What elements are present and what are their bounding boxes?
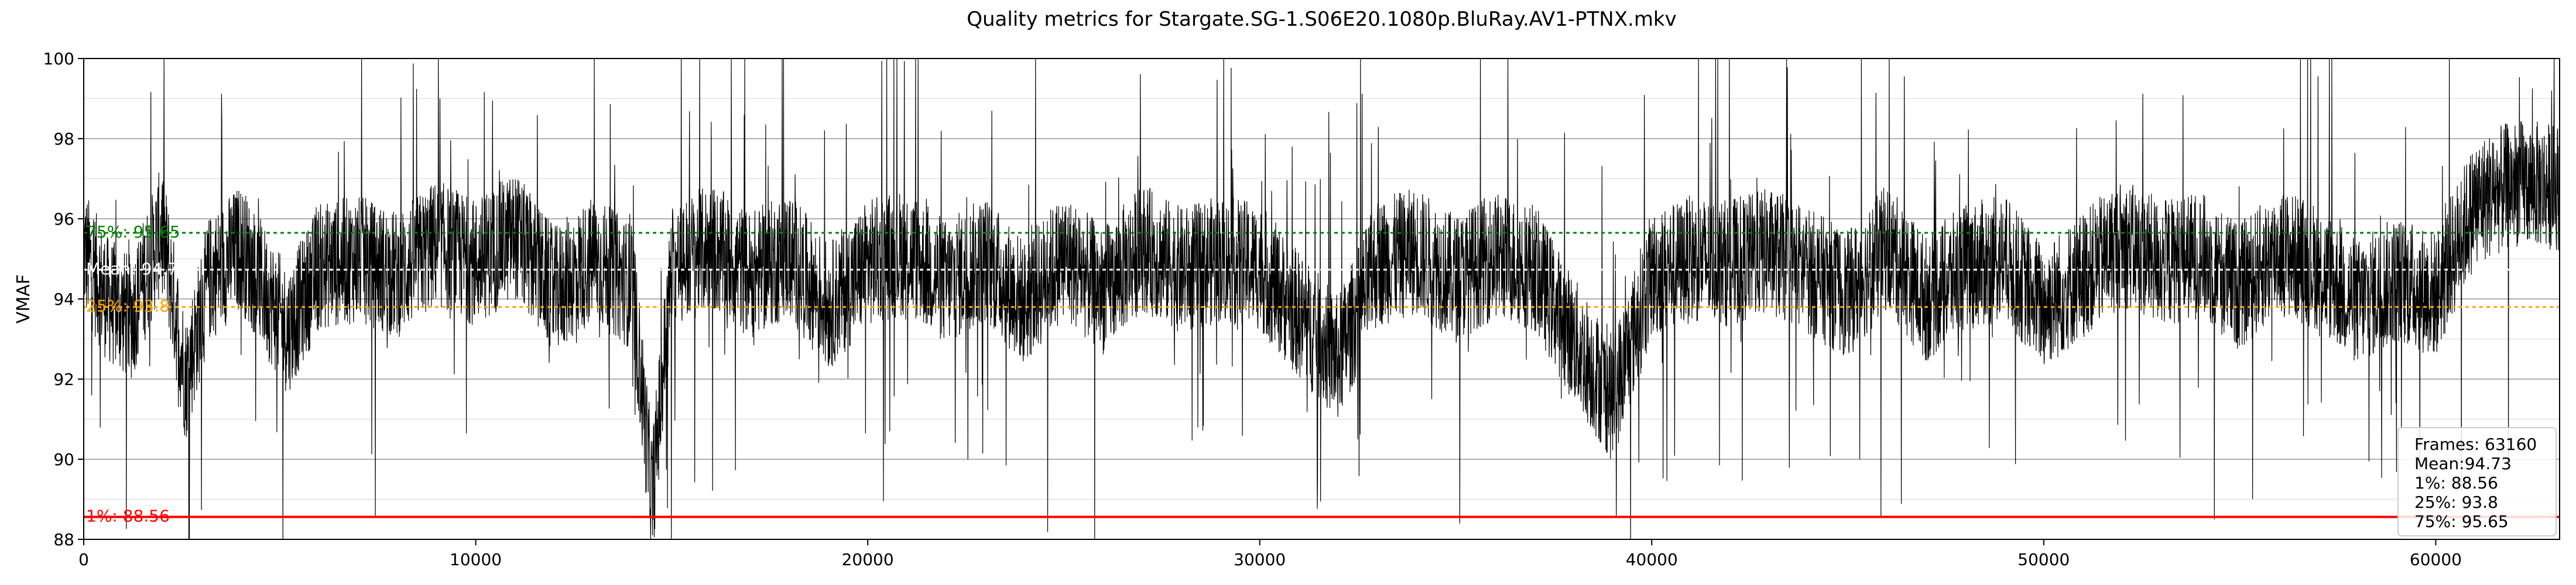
reference-label-mean: Mean: 94.73 <box>86 259 189 278</box>
x-tick-label: 0 <box>78 550 89 569</box>
stats-line: 75%: 95.65 <box>2414 512 2509 531</box>
y-tick-label: 88 <box>53 530 74 549</box>
y-tick-label: 90 <box>53 450 74 469</box>
reference-label-25pct: 25%: 93.8 <box>86 297 170 316</box>
chart-title: Quality metrics for Stargate.SG-1.S06E20… <box>967 8 1677 31</box>
x-axis: 0 10000 20000 30000 40000 50000 60000 <box>78 539 2462 569</box>
stats-line: Mean:94.73 <box>2414 454 2512 473</box>
vmaf-series-line <box>83 58 2560 540</box>
y-tick-label: 100 <box>43 49 74 68</box>
x-tick-label: 50000 <box>2017 550 2070 569</box>
stats-line: 1%: 88.56 <box>2414 473 2498 493</box>
x-tick-label: 60000 <box>2410 550 2462 569</box>
reference-label-1pct: 1%: 88.56 <box>86 507 170 526</box>
x-tick-label: 20000 <box>842 550 894 569</box>
x-tick-label: 10000 <box>450 550 502 569</box>
series-layer <box>83 58 2560 540</box>
stats-box-frame <box>2397 427 2557 536</box>
y-tick-label: 92 <box>53 370 74 389</box>
x-tick-label: 40000 <box>1626 550 1678 569</box>
y-axis-label: VMAF <box>13 274 34 324</box>
y-tick-label: 94 <box>53 290 74 309</box>
stats-line: 25%: 93.8 <box>2414 493 2498 512</box>
reference-label-75pct: 75%: 95.65 <box>86 222 180 242</box>
y-axis: 88 90 92 94 96 98 100 <box>43 49 84 549</box>
y-tick-label: 98 <box>53 129 74 149</box>
y-tick-label: 96 <box>53 209 74 229</box>
x-tick-label: 30000 <box>1234 550 1286 569</box>
stats-line: Frames: 63160 <box>2414 435 2537 454</box>
